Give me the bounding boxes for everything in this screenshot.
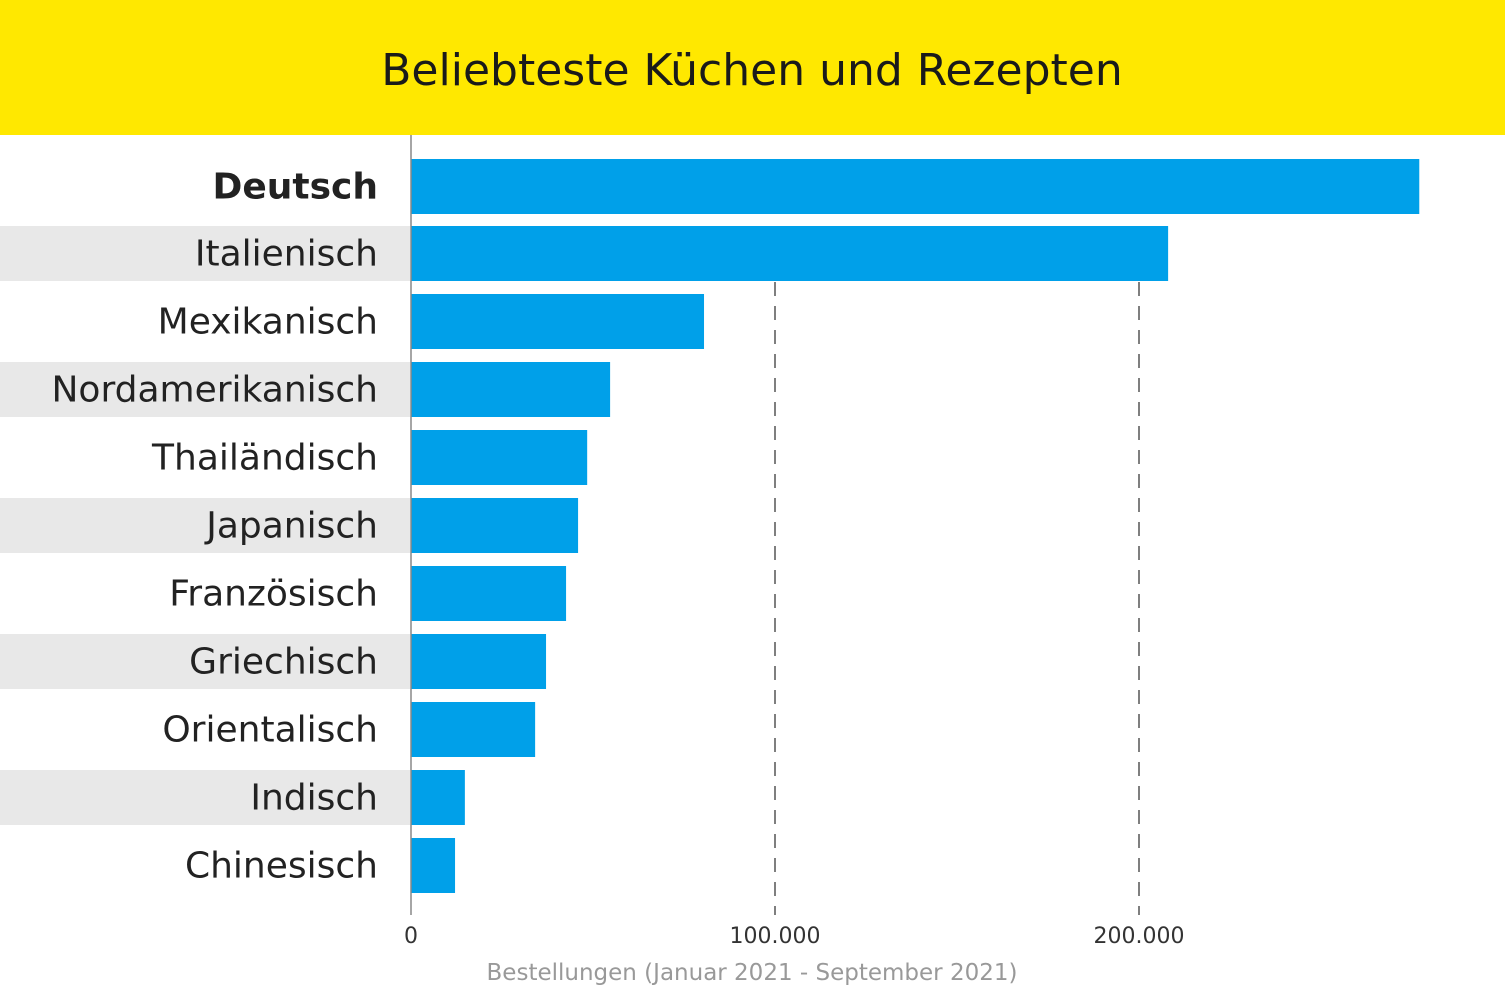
title-banner [0, 0, 1505, 135]
bar-indisch [411, 770, 465, 825]
x-tick-label: 0 [404, 924, 418, 949]
row-band [0, 770, 410, 825]
bar-griechisch [411, 634, 547, 689]
category-label: Deutsch [212, 167, 378, 208]
row-band [0, 362, 410, 417]
x-tick-label: 200.000 [1094, 924, 1185, 949]
row-band [0, 498, 410, 553]
row-band [0, 634, 410, 689]
category-label: Indisch [250, 778, 378, 819]
bar-orientalisch [411, 702, 536, 757]
category-label: Thailändisch [151, 438, 378, 479]
chart-title: Beliebteste Küchen und Rezepten [381, 45, 1123, 96]
category-label: Chinesisch [185, 846, 378, 887]
x-axis-label: Bestellungen (Januar 2021 - September 20… [487, 960, 1018, 986]
category-label: Mexikanisch [158, 302, 378, 343]
category-label: Griechisch [189, 642, 378, 683]
category-label: Nordamerikanisch [51, 370, 378, 411]
category-label: Orientalisch [162, 710, 378, 751]
x-tick-label: 100.000 [730, 924, 821, 949]
bar-mexikanisch [411, 294, 705, 349]
category-label: Französisch [169, 574, 378, 615]
bar-italienisch [411, 226, 1169, 281]
bar-japanisch [411, 498, 579, 553]
bar-thailändisch [411, 430, 588, 485]
row-band [0, 226, 410, 281]
category-label: Italienisch [195, 234, 378, 275]
bar-nordamerikanisch [411, 362, 611, 417]
category-label: Japanisch [204, 506, 378, 547]
bar-deutsch [411, 159, 1420, 214]
bar-chinesisch [411, 838, 456, 893]
bar-französisch [411, 566, 567, 621]
